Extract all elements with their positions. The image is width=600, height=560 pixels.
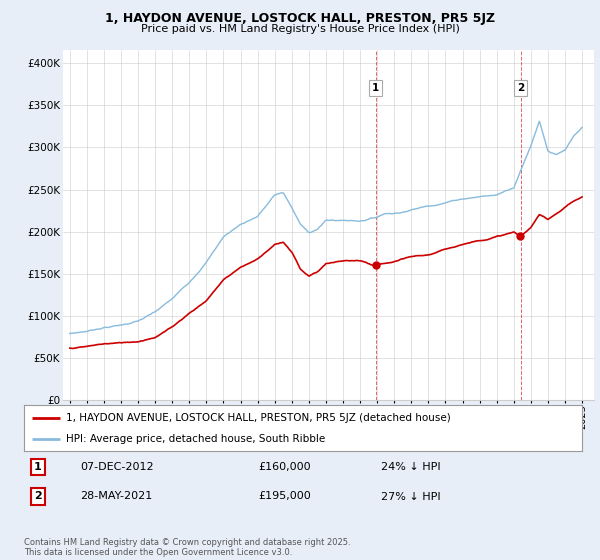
Text: £160,000: £160,000: [259, 462, 311, 472]
Text: 1, HAYDON AVENUE, LOSTOCK HALL, PRESTON, PR5 5JZ (detached house): 1, HAYDON AVENUE, LOSTOCK HALL, PRESTON,…: [66, 413, 451, 423]
Text: 07-DEC-2012: 07-DEC-2012: [80, 462, 154, 472]
Text: 28-MAY-2021: 28-MAY-2021: [80, 492, 152, 502]
Text: 1: 1: [372, 83, 379, 94]
Text: 27% ↓ HPI: 27% ↓ HPI: [381, 492, 441, 502]
Text: 2: 2: [517, 83, 524, 94]
Text: Price paid vs. HM Land Registry's House Price Index (HPI): Price paid vs. HM Land Registry's House …: [140, 24, 460, 34]
Text: £195,000: £195,000: [259, 492, 311, 502]
Text: HPI: Average price, detached house, South Ribble: HPI: Average price, detached house, Sout…: [66, 435, 325, 444]
Text: 24% ↓ HPI: 24% ↓ HPI: [381, 462, 441, 472]
Text: 1: 1: [34, 462, 42, 472]
Text: 1, HAYDON AVENUE, LOSTOCK HALL, PRESTON, PR5 5JZ: 1, HAYDON AVENUE, LOSTOCK HALL, PRESTON,…: [105, 12, 495, 25]
Text: Contains HM Land Registry data © Crown copyright and database right 2025.
This d: Contains HM Land Registry data © Crown c…: [24, 538, 350, 557]
Text: 2: 2: [34, 492, 42, 502]
